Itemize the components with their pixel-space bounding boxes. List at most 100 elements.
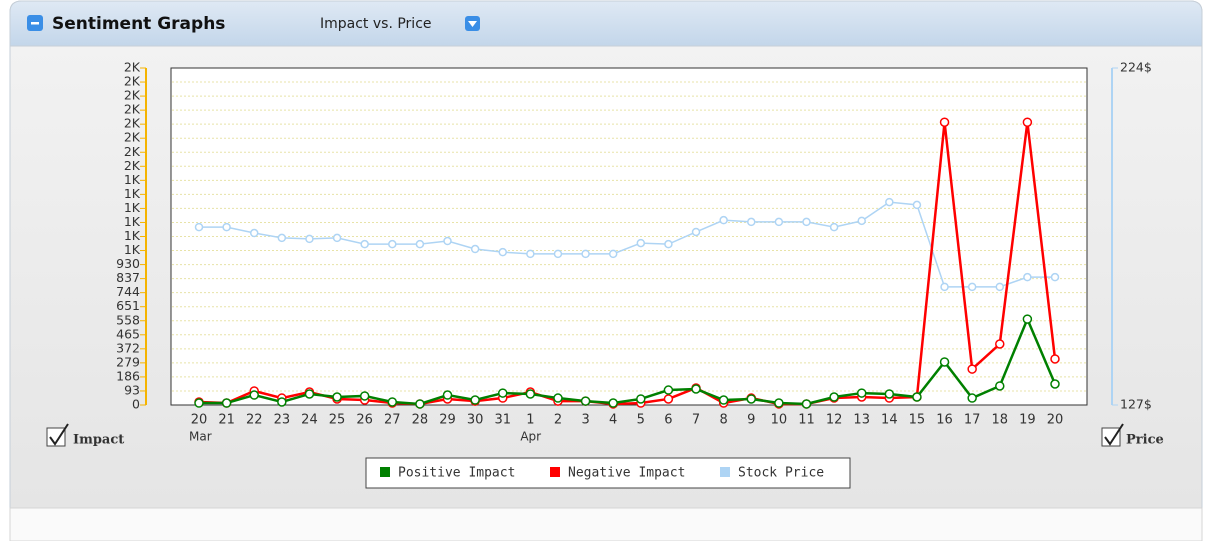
point [691, 384, 701, 394]
y-tick-label: 372 [116, 340, 140, 355]
dropdown-icon [468, 21, 477, 27]
point [443, 236, 452, 246]
point [718, 395, 729, 405]
y-tick-label: 0 [132, 397, 140, 412]
price-toggle-label: Price [1126, 433, 1164, 448]
x-tick-label: 3 [581, 413, 589, 428]
y-tick-label: 744 [116, 284, 140, 299]
collapse-icon [31, 22, 39, 25]
y-tick-label: 2K [124, 102, 141, 117]
x-tick-label: 1 [526, 413, 534, 428]
x-tick-label: 11 [798, 413, 815, 428]
point [636, 238, 646, 248]
point [332, 392, 342, 402]
x-tick-label: 10 [771, 413, 788, 428]
point [912, 200, 922, 210]
point [719, 215, 728, 225]
x-tick-label: 30 [467, 413, 484, 428]
x-tick-label: 18 [992, 413, 1009, 428]
y2-tick-label: 127$ [1120, 397, 1152, 412]
y-tick-label: 1K [124, 186, 141, 201]
point [553, 393, 563, 403]
point [995, 339, 1005, 349]
legend-label: Positive Impact [398, 466, 515, 481]
point [747, 217, 756, 227]
point [525, 389, 536, 399]
header-bar [9, 0, 1203, 47]
point [856, 388, 867, 398]
legend-swatch [380, 467, 390, 477]
point [663, 385, 674, 395]
y-tick-label: 1K [124, 214, 141, 229]
point [801, 399, 812, 409]
x-tick-label: 19 [1019, 413, 1036, 428]
x-tick-label: 12 [826, 413, 843, 428]
point [829, 222, 839, 232]
x-tick-label: 13 [853, 413, 870, 428]
y-tick-label: 2K [124, 88, 141, 103]
x-tick-label: 9 [747, 413, 755, 428]
point [470, 395, 480, 405]
point [221, 398, 232, 408]
panel-title: Sentiment Graphs [52, 14, 225, 34]
point [360, 239, 369, 249]
y-tick-label: 651 [116, 298, 140, 313]
view-selector[interactable]: Impact vs. Price [320, 16, 432, 32]
point [774, 217, 784, 227]
x-tick-label: 28 [412, 413, 429, 428]
point [581, 249, 590, 259]
y-tick-label: 186 [116, 368, 140, 383]
x-tick-label: 24 [301, 413, 318, 428]
x-tick-label: 22 [246, 413, 263, 428]
check-mark [49, 423, 69, 446]
point [967, 393, 977, 403]
y-tick-label: 1K [124, 172, 141, 187]
y-tick-label: 2K [124, 116, 141, 131]
point [912, 392, 922, 402]
y-tick-label: 279 [116, 354, 140, 369]
legend-label: Stock Price [738, 466, 824, 481]
point [277, 233, 287, 243]
point [526, 249, 535, 259]
y-tick-label: 2K [124, 60, 141, 75]
point [663, 394, 674, 404]
x-month-label: Mar [189, 430, 212, 444]
y-tick-label: 465 [116, 326, 140, 341]
point [1050, 379, 1060, 389]
point [939, 357, 950, 367]
point [967, 282, 977, 292]
point [388, 239, 397, 249]
legend-swatch [720, 467, 730, 477]
point [967, 364, 977, 374]
point [222, 222, 231, 232]
point [249, 228, 259, 238]
point [608, 249, 618, 259]
point [746, 394, 757, 404]
x-tick-label: 15 [909, 413, 926, 428]
point [995, 381, 1005, 391]
y-tick-label: 1K [124, 242, 141, 257]
point [304, 389, 315, 399]
x-tick-label: 21 [218, 413, 235, 428]
legend-label: Negative Impact [568, 466, 685, 481]
x-tick-label: 20 [1047, 413, 1064, 428]
x-tick-label: 8 [720, 413, 728, 428]
point [277, 397, 287, 407]
point [415, 239, 425, 249]
price-checkbox[interactable] [1101, 427, 1121, 447]
x-tick-label: 6 [664, 413, 672, 428]
point [1023, 272, 1032, 282]
x-tick-label: 7 [692, 413, 700, 428]
y-tick-label: 2K [124, 158, 141, 173]
point [359, 391, 370, 401]
point [884, 389, 895, 399]
point [940, 282, 949, 292]
point [829, 392, 839, 402]
point [636, 394, 646, 404]
y2-tick-label: 224$ [1120, 60, 1152, 75]
point [442, 390, 453, 400]
impact-toggle-label: Impact [73, 433, 124, 448]
impact-checkbox[interactable] [46, 427, 66, 447]
